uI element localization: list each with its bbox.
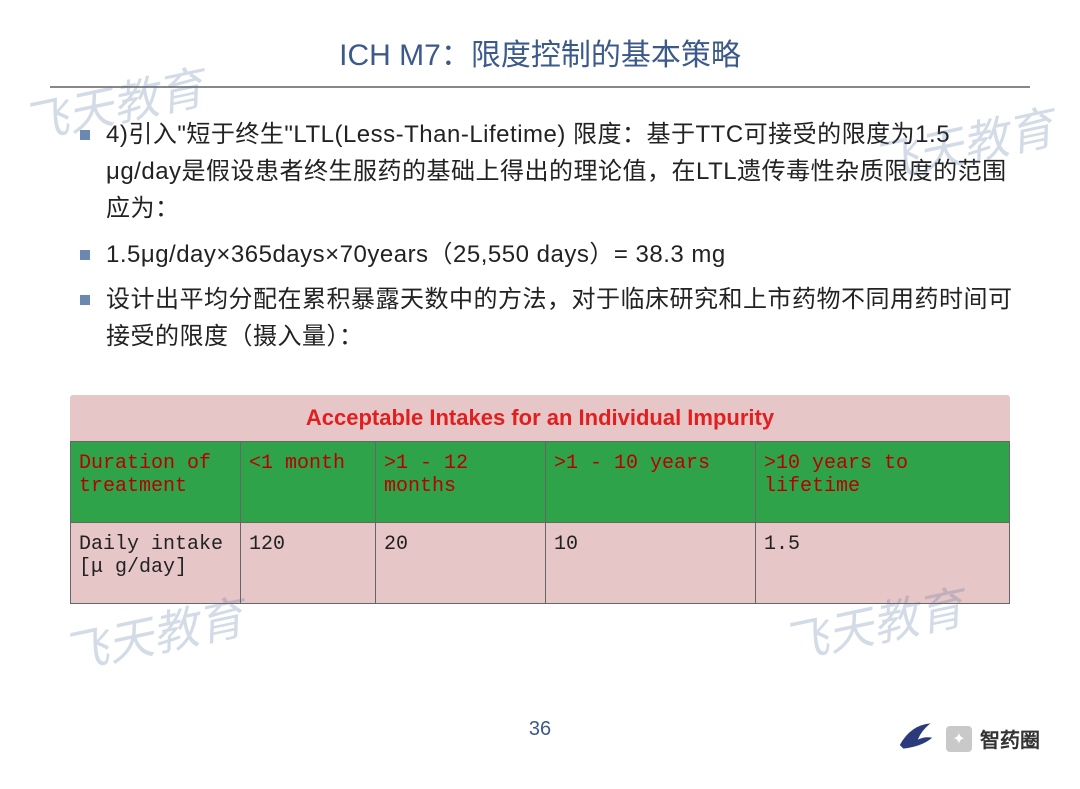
- wechat-icon: ✦: [946, 726, 972, 752]
- bullet-item: 1.5μg/day×365days×70years（25,550 days）= …: [80, 236, 1030, 273]
- footer-brand: ✦ 智药圈: [894, 718, 1040, 759]
- table-cell: Daily intake [μ g/day]: [71, 523, 241, 604]
- bullet-text: 4)引入"短于终生"LTL(Less-Than-Lifetime) 限度：基于T…: [106, 116, 1030, 228]
- title-divider: [50, 86, 1030, 88]
- brand-label: 智药圈: [980, 724, 1040, 753]
- page-number: 36: [529, 718, 551, 741]
- table-header-cell: >1 - 12 months: [376, 442, 546, 523]
- table-title: Acceptable Intakes for an Individual Imp…: [70, 401, 1010, 441]
- intake-table-container: Acceptable Intakes for an Individual Imp…: [70, 395, 1010, 604]
- intake-table: Duration of treatment <1 month >1 - 12 m…: [70, 441, 1010, 604]
- bullet-list: 4)引入"短于终生"LTL(Less-Than-Lifetime) 限度：基于T…: [50, 116, 1030, 355]
- table-header-cell: <1 month: [241, 442, 376, 523]
- bullet-item: 设计出平均分配在累积暴露天数中的方法，对于临床研究和上市药物不同用药时间可接受的…: [80, 281, 1030, 355]
- table-cell: 1.5: [756, 523, 1010, 604]
- bullet-text: 1.5μg/day×365days×70years（25,550 days）= …: [106, 236, 726, 273]
- table-cell: 120: [241, 523, 376, 604]
- bird-logo-icon: [894, 718, 938, 759]
- slide-title: ICH M7：限度控制的基本策略: [50, 30, 1030, 74]
- table-header-row: Duration of treatment <1 month >1 - 12 m…: [71, 442, 1010, 523]
- table-cell: 10: [546, 523, 756, 604]
- bullet-item: 4)引入"短于终生"LTL(Less-Than-Lifetime) 限度：基于T…: [80, 116, 1030, 228]
- slide: ICH M7：限度控制的基本策略 4)引入"短于终生"LTL(Less-Than…: [0, 0, 1080, 789]
- bullet-marker-icon: [80, 250, 90, 260]
- bullet-marker-icon: [80, 130, 90, 140]
- table-header-cell: Duration of treatment: [71, 442, 241, 523]
- bullet-text: 设计出平均分配在累积暴露天数中的方法，对于临床研究和上市药物不同用药时间可接受的…: [106, 281, 1030, 355]
- table-row: Daily intake [μ g/day] 120 20 10 1.5: [71, 523, 1010, 604]
- table-header-cell: >10 years to lifetime: [756, 442, 1010, 523]
- bullet-marker-icon: [80, 295, 90, 305]
- table-cell: 20: [376, 523, 546, 604]
- table-header-cell: >1 - 10 years: [546, 442, 756, 523]
